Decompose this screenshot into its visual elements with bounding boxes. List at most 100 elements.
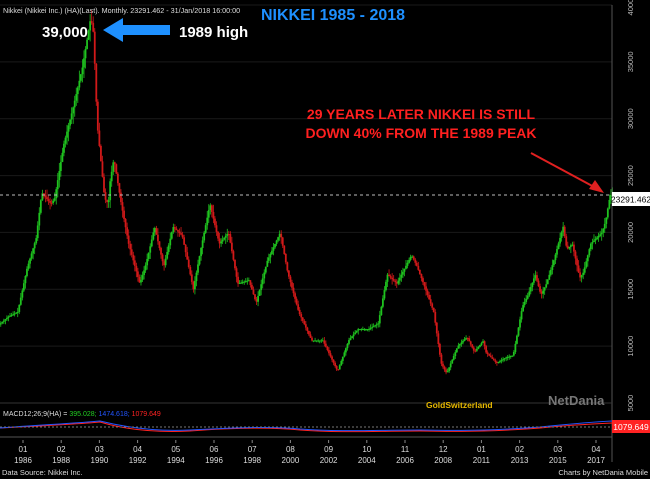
x-tick-top: 10 xyxy=(362,445,371,454)
candle-body-up xyxy=(375,324,378,326)
candle-body-up xyxy=(83,58,85,68)
candle-body-down xyxy=(126,227,129,236)
candle-body-up xyxy=(610,194,612,200)
candle-body-up xyxy=(146,258,149,266)
candle-body-down xyxy=(306,327,309,331)
candle-body-up xyxy=(580,275,583,278)
macd-signal-line xyxy=(0,421,613,433)
candle-body-up xyxy=(52,200,55,204)
candle-body-down xyxy=(218,238,221,244)
candle-body-up xyxy=(553,260,555,266)
x-tick-top: 04 xyxy=(592,445,601,454)
candle-body-up xyxy=(593,240,595,243)
candle-body-down xyxy=(286,262,289,271)
candle-body-up xyxy=(9,315,11,317)
candle-body-down xyxy=(133,260,136,266)
candle-body-down xyxy=(123,210,125,219)
x-tick-bottom: 1988 xyxy=(52,456,70,465)
candle-body-down xyxy=(155,228,158,235)
candle-body-up xyxy=(172,227,175,233)
watermark-goldswitzerland: GoldSwitzerland xyxy=(426,400,493,410)
candle-body-down xyxy=(113,162,116,165)
x-tick-bottom: 1994 xyxy=(167,456,185,465)
macd-value-hist: 1079.649 xyxy=(130,411,161,418)
candle-body-up xyxy=(69,119,72,126)
candle-body-down xyxy=(491,357,494,359)
candle-body-up xyxy=(511,355,514,357)
candle-body-up xyxy=(345,348,347,353)
candle-body-down xyxy=(186,252,189,260)
candle-body-down xyxy=(304,324,307,328)
candle-body-up xyxy=(354,332,357,335)
candle-body-up xyxy=(559,237,561,244)
candle-body-up xyxy=(600,232,603,235)
candle-body-up xyxy=(24,276,27,284)
candle-body-down xyxy=(92,22,95,32)
footer-credit: Charts by NetDania Mobile xyxy=(558,468,648,477)
candle-body-up xyxy=(355,330,358,333)
candle-body-down xyxy=(577,265,580,273)
candle-body-down xyxy=(44,195,47,198)
candle-body-down xyxy=(425,286,427,291)
x-tick-bottom: 2002 xyxy=(320,456,338,465)
candle-body-down xyxy=(127,235,130,244)
candle-body-down xyxy=(181,234,184,238)
candle-body-down xyxy=(183,237,186,245)
candle-body-down xyxy=(234,259,236,269)
peak-arrow-icon xyxy=(103,18,170,42)
candle-body-up xyxy=(499,361,501,363)
candle-body-down xyxy=(106,199,108,203)
candle-body-down xyxy=(415,262,418,266)
x-tick-top: 01 xyxy=(477,445,486,454)
candle-body-down xyxy=(192,281,195,290)
candle-body-down xyxy=(308,330,310,335)
x-tick-top: 06 xyxy=(210,445,219,454)
x-tick-bottom: 2008 xyxy=(434,456,452,465)
candle-body-up xyxy=(246,280,249,282)
candle-body-down xyxy=(332,359,335,363)
candle-body-up xyxy=(27,263,30,269)
candle-body-down xyxy=(489,355,492,358)
candle-body-up xyxy=(365,329,367,331)
candle-body-up xyxy=(551,265,554,270)
candle-body-up xyxy=(457,345,460,349)
candle-body-down xyxy=(297,304,300,310)
x-tick-top: 04 xyxy=(133,445,142,454)
candle-body-up xyxy=(73,100,76,108)
y-tick-label: 30000 xyxy=(626,108,635,129)
candle-body-down xyxy=(483,341,486,347)
candle-body-down xyxy=(417,265,420,270)
macd-value-signal: 1474.618; xyxy=(97,411,130,418)
candle-body-down xyxy=(474,350,477,352)
y-tick-label: 10000 xyxy=(626,336,635,357)
candle-body-up xyxy=(238,283,241,285)
candle-body-down xyxy=(298,309,301,315)
candle-body-up xyxy=(523,301,526,306)
candle-body-up xyxy=(346,343,349,349)
candle-body-up xyxy=(448,367,451,372)
candle-body-up xyxy=(603,223,606,229)
candle-body-up xyxy=(223,237,226,240)
x-tick-bottom: 2000 xyxy=(282,456,300,465)
candle-body-up xyxy=(405,265,407,269)
candle-body-up xyxy=(166,251,169,259)
candle-body-up xyxy=(460,342,463,345)
candle-body-up xyxy=(381,298,384,307)
candle-body-up xyxy=(22,283,25,291)
candle-body-up xyxy=(341,356,344,361)
candle-body-down xyxy=(90,21,93,23)
candle-body-down xyxy=(437,333,440,345)
x-tick-bottom: 1986 xyxy=(14,456,32,465)
candle-body-down xyxy=(121,202,124,211)
candle-body-up xyxy=(516,335,518,344)
candle-body-down xyxy=(157,234,159,242)
candle-body-down xyxy=(445,369,447,373)
candle-body-up xyxy=(16,312,19,314)
candle-body-up xyxy=(266,260,269,267)
candle-body-up xyxy=(459,344,461,346)
candle-body-up xyxy=(569,245,572,247)
candle-body-up xyxy=(596,237,598,240)
candle-body-up xyxy=(378,315,381,324)
candle-body-up xyxy=(519,319,521,328)
